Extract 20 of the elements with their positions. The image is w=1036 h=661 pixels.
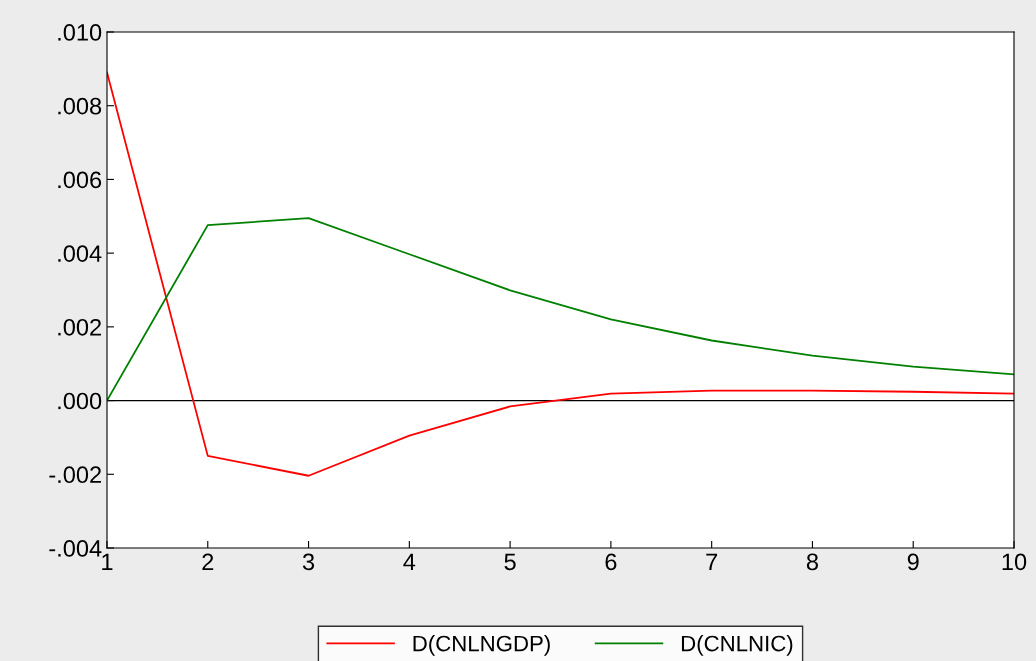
x-tick-label: 7	[706, 553, 718, 570]
y-tick-label: .006	[58, 171, 102, 189]
x-tick-label: 8	[806, 553, 818, 571]
x-tick-label: 4	[403, 553, 416, 570]
y-tick-label: -.004	[49, 540, 102, 557]
y-tick-label: .010	[58, 24, 102, 41]
legend-label: D(CNLNIC)	[681, 635, 793, 656]
x-tick-label: 5	[504, 553, 516, 571]
y-tick-label: .002	[58, 318, 101, 336]
x-tick-label: 9	[907, 553, 919, 571]
y-tick-label: .000	[58, 392, 102, 410]
x-tick-label: 1	[102, 553, 113, 570]
y-tick-label: .004	[58, 245, 102, 262]
y-tick-label: -.002	[49, 466, 101, 484]
x-tick-label: 3	[302, 553, 315, 571]
x-tick-label: 2	[202, 553, 214, 570]
x-tick-label: 10	[1002, 553, 1027, 571]
y-tick-label: .008	[58, 97, 102, 115]
x-tick-label: 6	[605, 553, 617, 571]
legend-label: D(CNLNGDP)	[413, 635, 550, 656]
